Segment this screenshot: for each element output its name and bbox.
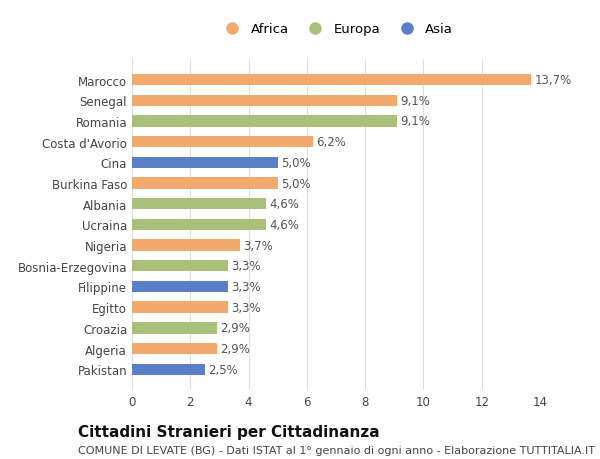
- Text: COMUNE DI LEVATE (BG) - Dati ISTAT al 1° gennaio di ogni anno - Elaborazione TUT: COMUNE DI LEVATE (BG) - Dati ISTAT al 1°…: [78, 445, 595, 455]
- Bar: [132, 261, 228, 272]
- Text: 4,6%: 4,6%: [269, 198, 299, 211]
- Text: 2,5%: 2,5%: [208, 363, 238, 376]
- Text: Cittadini Stranieri per Cittadinanza: Cittadini Stranieri per Cittadinanza: [78, 425, 380, 440]
- Text: 3,3%: 3,3%: [232, 260, 261, 273]
- Text: 2,9%: 2,9%: [220, 322, 250, 335]
- Text: 9,1%: 9,1%: [401, 115, 431, 128]
- Bar: [132, 95, 397, 106]
- Text: 6,2%: 6,2%: [316, 136, 346, 149]
- Text: 3,3%: 3,3%: [232, 280, 261, 293]
- Text: 5,0%: 5,0%: [281, 177, 311, 190]
- Text: 13,7%: 13,7%: [535, 74, 572, 87]
- Text: 3,7%: 3,7%: [244, 239, 273, 252]
- Bar: [132, 219, 266, 230]
- Bar: [132, 199, 266, 210]
- Bar: [132, 116, 397, 127]
- Text: 4,6%: 4,6%: [269, 218, 299, 231]
- Bar: [132, 302, 228, 313]
- Bar: [132, 178, 278, 189]
- Text: 9,1%: 9,1%: [401, 95, 431, 107]
- Bar: [132, 240, 240, 251]
- Text: 5,0%: 5,0%: [281, 157, 311, 169]
- Bar: [132, 364, 205, 375]
- Bar: [132, 75, 531, 86]
- Bar: [132, 281, 228, 292]
- Text: 3,3%: 3,3%: [232, 301, 261, 314]
- Bar: [132, 137, 313, 148]
- Bar: [132, 323, 217, 334]
- Text: 2,9%: 2,9%: [220, 342, 250, 355]
- Bar: [132, 343, 217, 354]
- Legend: Africa, Europa, Asia: Africa, Europa, Asia: [212, 17, 460, 43]
- Bar: [132, 157, 278, 168]
